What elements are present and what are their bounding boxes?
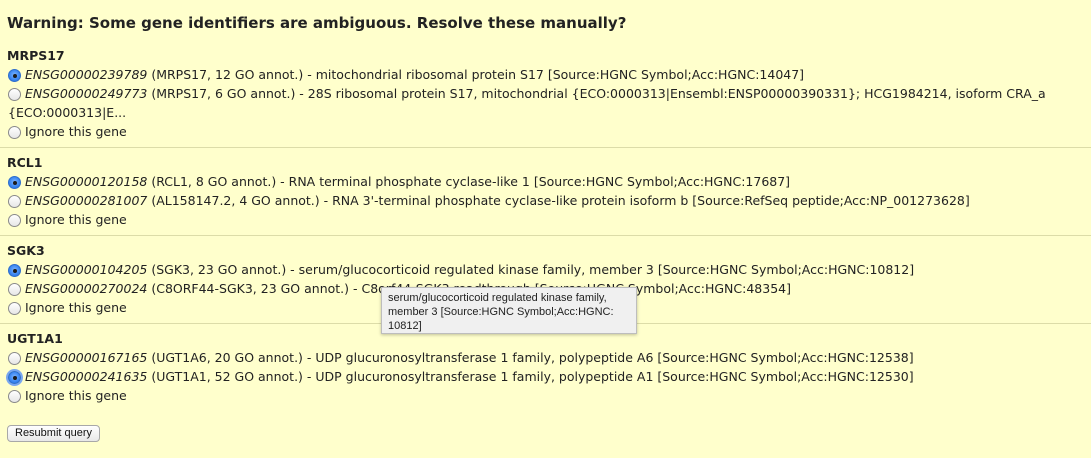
radio-button[interactable] [8,283,21,296]
ignore-label: Ignore this gene [25,212,127,227]
gene-header-ugt1a1: UGT1A1 [7,331,63,346]
radio-button[interactable] [8,195,21,208]
option-description: (AL158147.2, 4 GO annot.) - RNA 3'-termi… [147,193,970,208]
option-description: (MRPS17, 12 GO annot.) - mitochondrial r… [147,67,805,82]
tooltip-line: serum/glucocorticoid regulated kinase fa… [388,292,607,304]
ensembl-id: ENSG00000249773 [25,86,148,101]
option-continuation: {ECO:0000313|E... [8,105,127,120]
gene-option[interactable]: ENSG00000167165 (UGT1A6, 20 GO annot.) -… [8,348,914,367]
ignore-gene-option[interactable]: Ignore this gene [8,122,127,141]
gene-option[interactable]: ENSG00000249773 (MRPS17, 6 GO annot.) - … [8,84,1046,103]
resubmit-query-button[interactable]: Resubmit query [7,425,101,442]
ensembl-id: ENSG00000239789 [25,67,148,82]
ignore-gene-option[interactable]: Ignore this gene [8,298,127,317]
radio-button[interactable] [8,264,21,277]
ensembl-id: ENSG00000120158 [25,174,148,189]
ignore-gene-option[interactable]: Ignore this gene [8,386,127,405]
ensembl-id: ENSG00000270024 [25,281,148,296]
gene-header-sgk3: SGK3 [7,243,45,258]
radio-button[interactable] [8,371,21,384]
gene-header-rcl1: RCL1 [7,155,43,170]
tooltip-line: member 3 [Source:HGNC Symbol;Acc:HGNC: [388,306,614,318]
radio-button[interactable] [8,352,21,365]
radio-button[interactable] [8,126,21,139]
ensembl-id: ENSG00000281007 [25,193,148,208]
ignore-label: Ignore this gene [25,124,127,139]
radio-button[interactable] [8,88,21,101]
radio-button[interactable] [8,302,21,315]
ensembl-id: ENSG00000167165 [25,350,148,365]
page-title: Warning: Some gene identifiers are ambig… [7,14,627,32]
tooltip: serum/glucocorticoid regulated kinase fa… [381,287,637,334]
option-description: (SGK3, 23 GO annot.) - serum/glucocortic… [147,262,915,277]
ignore-label: Ignore this gene [25,300,127,315]
radio-button[interactable] [8,390,21,403]
radio-button[interactable] [8,69,21,82]
gene-header-mrps17: MRPS17 [7,48,65,63]
tooltip-line: 10812] [388,320,422,332]
radio-button[interactable] [8,214,21,227]
gene-option[interactable]: ENSG00000104205 (SGK3, 23 GO annot.) - s… [8,260,914,279]
divider [0,235,1091,236]
gene-option[interactable]: ENSG00000120158 (RCL1, 8 GO annot.) - RN… [8,172,790,191]
divider [0,147,1091,148]
gene-option[interactable]: ENSG00000281007 (AL158147.2, 4 GO annot.… [8,191,970,210]
ensembl-id: ENSG00000241635 [25,369,148,384]
option-description: (MRPS17, 6 GO annot.) - 28S ribosomal pr… [147,86,1046,101]
ensembl-id: ENSG00000104205 [25,262,148,277]
ignore-gene-option[interactable]: Ignore this gene [8,210,127,229]
option-description: (UGT1A1, 52 GO annot.) - UDP glucuronosy… [147,369,914,384]
option-description: (UGT1A6, 20 GO annot.) - UDP glucuronosy… [147,350,914,365]
ignore-label: Ignore this gene [25,388,127,403]
gene-option[interactable]: ENSG00000239789 (MRPS17, 12 GO annot.) -… [8,65,804,84]
gene-option[interactable]: ENSG00000241635 (UGT1A1, 52 GO annot.) -… [8,367,914,386]
radio-button[interactable] [8,176,21,189]
option-description: (RCL1, 8 GO annot.) - RNA terminal phosp… [147,174,791,189]
